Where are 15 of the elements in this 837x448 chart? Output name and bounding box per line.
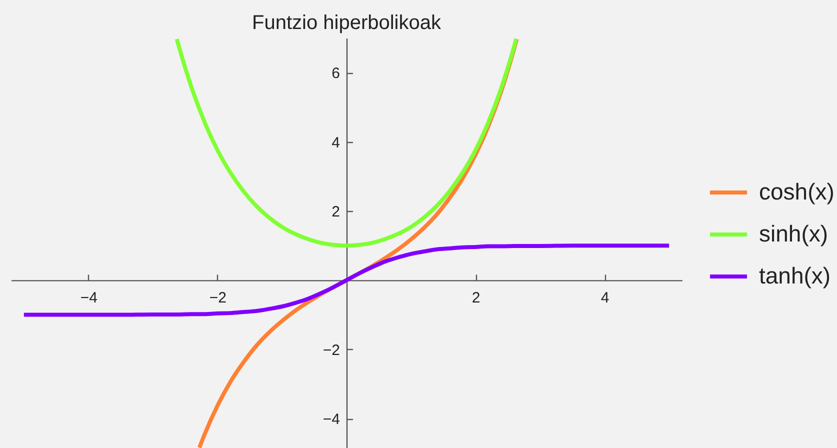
y-tick-label: 6 [332, 65, 340, 82]
chart-title: Funtzio hiperbolikoak [252, 12, 442, 34]
x-tick-label: 2 [472, 290, 480, 307]
y-tick-label: 2 [332, 203, 340, 220]
x-tick-label: −4 [80, 290, 98, 307]
legend-label: sinh(x) [759, 220, 828, 246]
y-tick-label: −4 [322, 411, 340, 428]
x-tick-label: −2 [209, 290, 227, 307]
line-series [22, 244, 672, 317]
legend-label: tanh(x) [759, 262, 831, 288]
y-tick-label: −2 [322, 342, 340, 359]
legend-label: cosh(x) [759, 178, 834, 204]
line-series [174, 38, 518, 248]
y-tick-label: 4 [332, 134, 340, 152]
x-tick-label: 4 [600, 290, 610, 307]
